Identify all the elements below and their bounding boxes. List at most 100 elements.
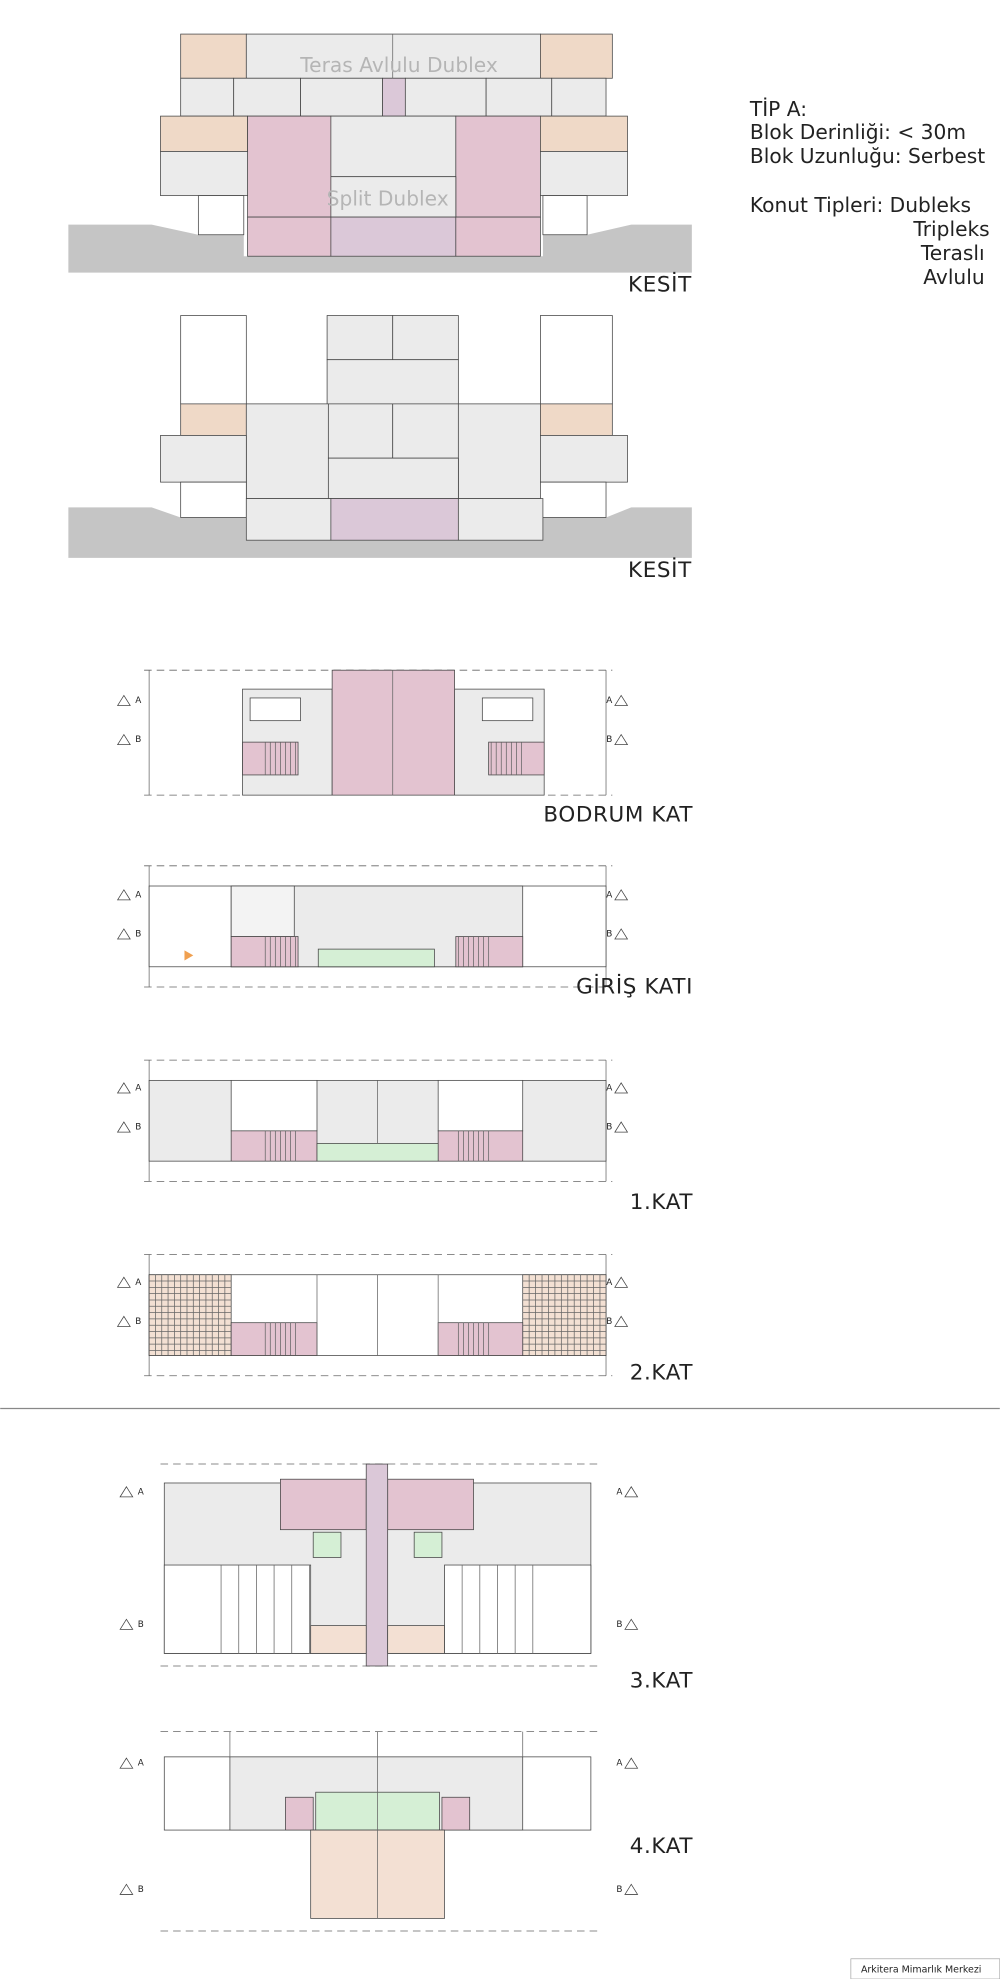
room — [285, 1796, 314, 1831]
room — [230, 1079, 318, 1132]
section-marker: B — [616, 1620, 622, 1630]
marker-triangle — [614, 1276, 629, 1288]
marker-triangle — [119, 1757, 134, 1769]
section-label: KESİT — [628, 557, 692, 583]
section-marker: B — [135, 1123, 141, 1133]
drawings: A A B B A A B B A A B B A A B B A A B B A A B B — [0, 33, 1000, 1932]
room — [160, 435, 247, 483]
room — [180, 403, 247, 436]
section-tag: Split Dublex — [327, 187, 449, 211]
room — [437, 1322, 524, 1356]
section-marker: A — [138, 1759, 144, 1769]
room — [387, 1625, 445, 1654]
marker-triangle — [624, 1757, 639, 1769]
room — [312, 1531, 342, 1558]
marker-triangle — [116, 733, 131, 746]
entry-arrow — [184, 950, 194, 961]
room — [437, 1079, 524, 1132]
room — [455, 936, 524, 968]
room — [330, 115, 457, 178]
marker-triangle — [624, 1486, 639, 1498]
room — [540, 115, 628, 152]
marker-triangle — [116, 1121, 131, 1133]
marker-triangle — [119, 1618, 134, 1630]
plan-label: GİRİŞ KATI — [576, 973, 693, 999]
room — [230, 885, 295, 937]
room — [330, 216, 457, 257]
marker-triangle — [614, 1082, 629, 1094]
room — [457, 403, 541, 499]
section-marker: A — [616, 1487, 622, 1497]
room — [160, 151, 248, 197]
room — [317, 948, 435, 968]
room — [230, 1322, 318, 1356]
type-label: TİP A: — [749, 97, 807, 121]
section-marker: A — [138, 1487, 144, 1497]
section-marker: A — [606, 890, 612, 900]
room — [326, 359, 459, 405]
section-marker: A — [135, 696, 141, 706]
room — [330, 176, 457, 218]
plan-label: 1.KAT — [630, 1190, 694, 1215]
section-tag: Teras Avlulu Dublex — [299, 53, 498, 77]
room — [413, 1531, 443, 1558]
section-marker: B — [606, 929, 612, 939]
ground — [68, 507, 692, 558]
marker-triangle — [116, 928, 131, 940]
marker-triangle — [614, 694, 629, 706]
marker-triangle — [614, 889, 629, 901]
section-marker: B — [616, 1885, 622, 1895]
room — [245, 498, 332, 541]
section-marker: A — [135, 890, 141, 900]
depth: Blok Derinliği: < 30m — [750, 120, 966, 144]
room — [387, 1478, 474, 1531]
plan-label: 2.KAT — [630, 1360, 694, 1385]
section-marker: A — [606, 696, 612, 706]
section-label: KESİT — [628, 272, 692, 298]
room — [197, 195, 245, 236]
room — [233, 77, 301, 117]
room — [316, 1143, 439, 1162]
housing-type: Avlulu — [923, 265, 984, 289]
room — [180, 33, 247, 79]
room — [280, 1478, 367, 1531]
length: Blok Uzunluğu: Serbest — [750, 144, 985, 168]
ground — [68, 224, 692, 273]
footer: Arkitera Mimarlık Merkezi — [861, 1965, 981, 1976]
marker-triangle — [119, 1883, 134, 1895]
room — [457, 498, 544, 541]
plan-label: 4.KAT — [630, 1834, 694, 1859]
room — [230, 936, 299, 968]
room — [327, 403, 394, 459]
marker-triangle — [116, 1276, 131, 1288]
room — [245, 403, 329, 499]
section-marker: B — [135, 929, 141, 939]
room — [180, 77, 235, 117]
section-marker: A — [606, 1278, 612, 1288]
room — [249, 697, 301, 722]
section-marker: B — [135, 735, 141, 745]
room — [326, 315, 394, 361]
room — [551, 77, 607, 117]
section-marker: A — [606, 1083, 612, 1093]
room — [330, 498, 459, 541]
room — [392, 403, 459, 459]
room — [542, 195, 588, 236]
section-marker: B — [606, 1317, 612, 1327]
housing-type: Tripleks — [912, 217, 989, 241]
room — [247, 115, 332, 218]
room — [444, 1564, 592, 1654]
section-marker: A — [135, 1083, 141, 1093]
room — [392, 315, 459, 361]
room — [540, 151, 628, 197]
section-marker: A — [135, 1278, 141, 1288]
room — [455, 115, 541, 218]
marker-triangle — [624, 1883, 639, 1895]
room — [300, 77, 384, 117]
room — [230, 1130, 318, 1162]
marker-triangle — [614, 928, 629, 940]
room — [160, 115, 248, 152]
room — [485, 77, 553, 117]
marker-triangle — [614, 1121, 629, 1133]
